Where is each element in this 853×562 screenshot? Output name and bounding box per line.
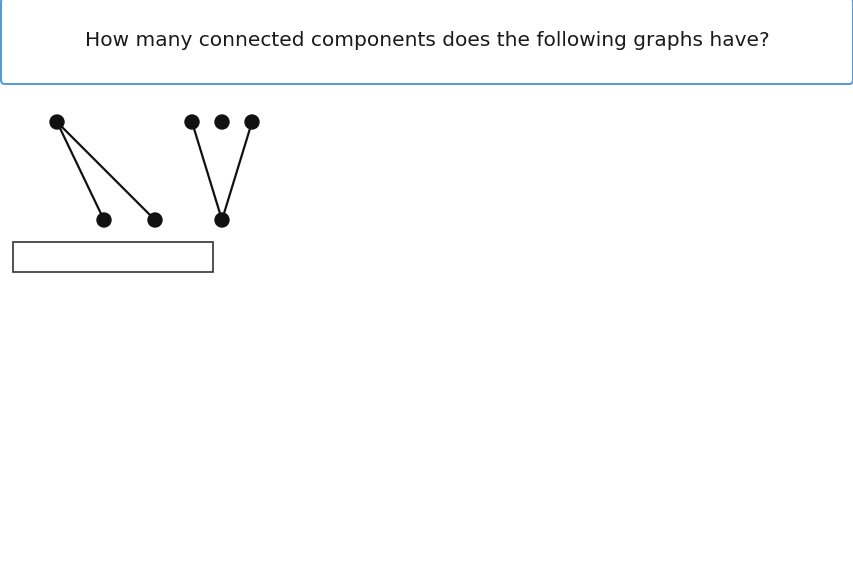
Circle shape (215, 213, 229, 227)
Bar (13, 242, 212, 272)
Circle shape (185, 115, 199, 129)
Circle shape (245, 115, 258, 129)
Circle shape (50, 115, 64, 129)
Circle shape (215, 115, 229, 129)
Text: How many connected components does the following graphs have?: How many connected components does the f… (84, 31, 769, 51)
Circle shape (97, 213, 111, 227)
Circle shape (148, 213, 162, 227)
FancyBboxPatch shape (1, 0, 852, 84)
